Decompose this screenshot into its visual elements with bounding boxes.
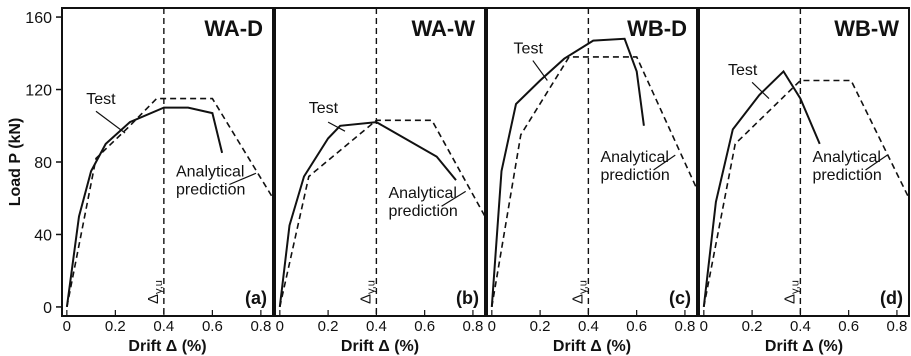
- x-tick-label: 0.2: [105, 318, 126, 335]
- chart-panel-wa-d: Δy,u 0 0.2 0.4 0.6 0.8 Drift Δ (%) WA-D (a) Test A…: [61, 7, 274, 355]
- analytical-prediction-curve: [703, 79, 910, 308]
- x-tick-label: 0.2: [530, 318, 551, 335]
- analytical-prediction-curve: [66, 97, 274, 308]
- y-axis-label: Load P (kN): [7, 118, 24, 207]
- analytical-annotation-line2: prediction: [812, 167, 881, 184]
- test-annotation-arrow: [95, 110, 126, 134]
- x-tick-label: 0.8: [463, 318, 484, 335]
- test-annotation: Test: [309, 100, 339, 117]
- analytical-annotation-arrow: [229, 172, 257, 186]
- x-tick-label: 0.8: [250, 318, 271, 335]
- x-tick-label: 0.8: [887, 318, 908, 335]
- y-tick-label: 80: [34, 155, 52, 172]
- y-tick-label: 40: [34, 227, 52, 244]
- panel-letter: (d): [880, 288, 903, 308]
- test-annotation: Test: [728, 62, 758, 79]
- analytical-annotation-line2: prediction: [176, 181, 245, 198]
- analytical-annotation-line1: Analytical: [812, 149, 880, 166]
- x-tick-label: 0.6: [414, 318, 435, 335]
- analytical-annotation-line1: Analytical: [388, 185, 456, 202]
- x-tick-label: 0: [276, 318, 284, 335]
- x-tick-label: 0.6: [838, 318, 859, 335]
- x-tick-label: 0.8: [675, 318, 696, 335]
- x-tick-label: 0.4: [153, 318, 174, 335]
- panel-letter: (c): [669, 288, 691, 308]
- analytical-annotation-arrow: [653, 154, 676, 171]
- x-axis-label: Drift Δ (%): [128, 338, 206, 355]
- y-tick-label: 160: [25, 10, 52, 27]
- panel-title: WB-D: [627, 16, 687, 41]
- x-tick-label: 0.2: [318, 318, 339, 335]
- plot-frame: [61, 7, 274, 317]
- analytical-annotation-line2: prediction: [600, 167, 669, 184]
- plot-frame: [274, 7, 486, 317]
- x-axis-label: Drift Δ (%): [765, 338, 843, 355]
- x-tick-label: 0.4: [578, 318, 599, 335]
- delta-yield-label: Δy,u: [357, 280, 377, 304]
- x-tick-label: 0.6: [202, 318, 223, 335]
- test-annotation-arrow: [751, 81, 770, 100]
- chart-panels: Δy,u 0 0.2 0.4 0.6 0.8 Drift Δ (%) WA-D (a) Test A…: [61, 7, 910, 355]
- analytical-annotation-line2: prediction: [388, 203, 457, 220]
- analytical-annotation-arrow: [441, 190, 467, 207]
- x-tick-label: 0: [63, 318, 71, 335]
- test-curve: [490, 37, 645, 307]
- x-tick-label: 0: [700, 318, 708, 335]
- plot-frame: [698, 7, 910, 317]
- analytical-annotation-line1: Analytical: [600, 149, 668, 166]
- delta-yield-label: Δy,u: [781, 280, 801, 304]
- test-curve: [65, 106, 224, 308]
- y-axis-label-group: Load P (kN): [7, 118, 24, 207]
- x-tick-label: 0.4: [790, 318, 811, 335]
- x-tick-label: 0.6: [626, 318, 647, 335]
- test-annotation: Test: [514, 40, 544, 57]
- test-annotation: Test: [86, 91, 116, 108]
- y-tick-label: 120: [25, 83, 52, 100]
- chart-panel-wa-w: Δy,u 0 0.2 0.4 0.6 0.8 Drift Δ (%) WA-W (b) Test A…: [274, 7, 486, 355]
- chart-panel-wb-d: Δy,u 0 0.2 0.4 0.6 0.8 Drift Δ (%) WB-D (c) Test A…: [486, 7, 698, 355]
- delta-yield-label: Δy,u: [569, 280, 589, 304]
- plot-frame: [486, 7, 698, 317]
- y-tick-label: 0: [43, 300, 52, 317]
- panel-letter: (a): [245, 288, 267, 308]
- y-axis-ticks: 0 40 80 120 160: [25, 10, 62, 317]
- analytical-prediction-curve: [491, 56, 698, 308]
- x-tick-label: 0.2: [742, 318, 763, 335]
- chart-panel-wb-w: Δy,u 0 0.2 0.4 0.6 0.8 Drift Δ (%) WB-W (d) Test A…: [698, 7, 910, 355]
- x-axis-label: Drift Δ (%): [341, 338, 419, 355]
- x-tick-label: 0: [488, 318, 496, 335]
- x-axis-label: Drift Δ (%): [553, 338, 631, 355]
- test-curve: [702, 69, 821, 308]
- analytical-prediction-curve: [279, 119, 486, 308]
- panel-title: WA-W: [411, 16, 475, 41]
- panel-title: WB-W: [834, 16, 899, 41]
- analytical-annotation-arrow: [865, 154, 888, 171]
- analytical-annotation-line1: Analytical: [176, 163, 244, 180]
- test-annotation-arrow: [532, 60, 548, 81]
- test-annotation-arrow: [327, 121, 346, 132]
- panel-title: WA-D: [204, 16, 263, 41]
- panel-letter: (b): [456, 288, 479, 308]
- delta-yield-label: Δy,u: [145, 280, 165, 304]
- x-tick-label: 0.4: [366, 318, 387, 335]
- test-curve: [278, 121, 457, 308]
